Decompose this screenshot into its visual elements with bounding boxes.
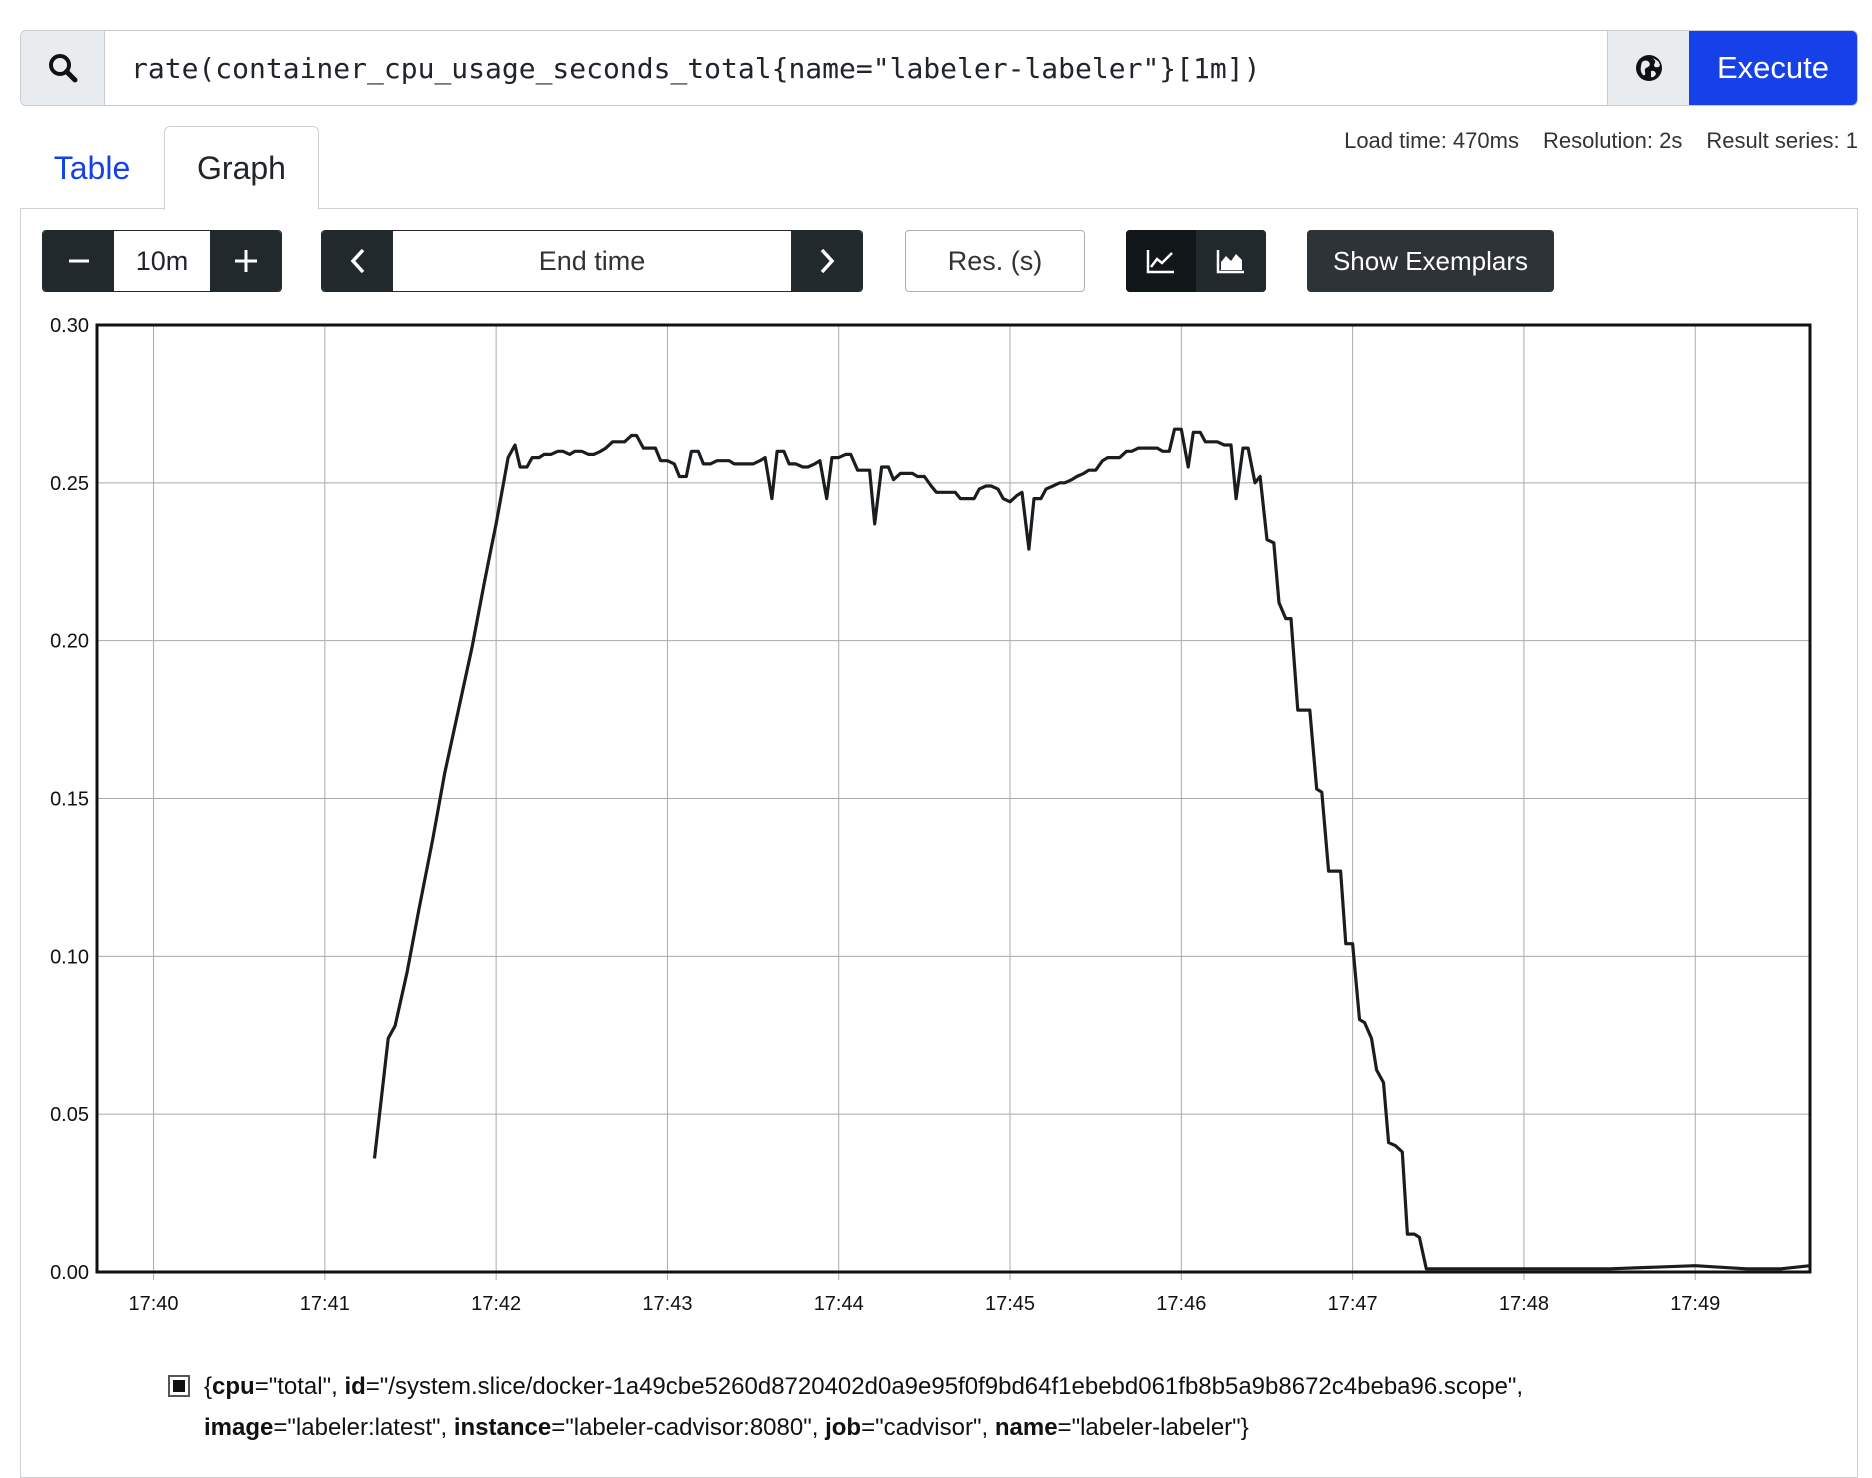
minus-icon xyxy=(68,259,89,263)
query-stats: Load time: 470ms Resolution: 2s Result s… xyxy=(1344,128,1858,154)
range-control: 10m xyxy=(42,230,282,292)
x-tick-label: 17:48 xyxy=(1499,1293,1549,1315)
y-tick-label: 0.05 xyxy=(50,1104,89,1126)
stacked-chart-button[interactable] xyxy=(1196,230,1266,292)
x-tick-label: 17:47 xyxy=(1328,1293,1378,1315)
series-line[interactable] xyxy=(372,427,1811,1271)
tab-graph[interactable]: Graph xyxy=(164,126,319,210)
end-time-control: End time xyxy=(321,230,863,292)
legend-value: ="labeler-cadvisor:8080", xyxy=(551,1414,826,1441)
legend-key: name xyxy=(994,1414,1058,1441)
y-tick-label: 0.25 xyxy=(50,473,89,495)
legend-value: ="total", xyxy=(254,1373,345,1400)
globe-icon[interactable] xyxy=(1607,31,1689,105)
legend-key: image xyxy=(204,1414,274,1441)
previous-time-button[interactable] xyxy=(322,231,393,291)
x-tick-label: 17:44 xyxy=(814,1293,864,1315)
expression-input[interactable] xyxy=(105,31,1607,105)
resolution-input[interactable]: Res. (s) xyxy=(905,230,1085,292)
y-tick-label: 0.00 xyxy=(50,1262,89,1284)
range-input[interactable]: 10m xyxy=(114,231,210,291)
legend-key: instance xyxy=(453,1414,552,1441)
y-tick-label: 0.15 xyxy=(50,789,89,811)
legend-key: cpu xyxy=(212,1373,255,1400)
tab-bar: Table Graph xyxy=(20,126,319,210)
result-series: Result series: 1 xyxy=(1706,128,1858,153)
chart-grid xyxy=(97,325,1810,1280)
plus-icon xyxy=(234,250,257,272)
x-tick-label: 17:46 xyxy=(1156,1293,1206,1315)
plot-frame xyxy=(95,323,1812,1274)
graph-chart: 0.000.050.100.150.200.250.30 17:40 17:41 1… xyxy=(50,315,1812,1315)
legend-value: ="/system.slice/docker-1a49cbe5260d87204… xyxy=(365,1373,1524,1400)
legend-value: ="labeler:latest", xyxy=(273,1414,454,1441)
x-axis: 17:40 17:41 17:42 17:43 17:44 17:45 17:46 17:47… xyxy=(128,1293,1720,1315)
legend-value: ="cadvisor", xyxy=(861,1414,995,1441)
search-icon xyxy=(21,31,105,105)
line-chart-icon xyxy=(1146,250,1174,274)
x-tick-label: 17:49 xyxy=(1670,1293,1720,1315)
y-tick-label: 0.20 xyxy=(50,631,89,653)
execute-button[interactable]: Execute xyxy=(1689,31,1857,105)
x-tick-label: 17:40 xyxy=(128,1293,178,1315)
x-tick-label: 17:45 xyxy=(985,1293,1035,1315)
query-bar: Execute xyxy=(20,30,1858,106)
x-tick-label: 17:43 xyxy=(642,1293,692,1315)
tab-table[interactable]: Table xyxy=(53,149,131,186)
show-exemplars-button[interactable]: Show Exemplars xyxy=(1307,230,1554,292)
x-tick-label: 17:41 xyxy=(300,1293,350,1315)
next-time-button[interactable] xyxy=(791,231,862,291)
chevron-left-icon xyxy=(350,248,364,274)
end-time-input[interactable]: End time xyxy=(393,231,791,291)
y-tick-label: 0.10 xyxy=(50,946,89,968)
x-tick-label: 17:42 xyxy=(471,1293,521,1315)
legend-brace: { xyxy=(204,1373,213,1400)
legend-key: id xyxy=(344,1373,366,1400)
y-axis: 0.00 0.05 0.10 0.15 0.20 0.25 0.30 xyxy=(50,315,89,1284)
legend-value: ="labeler-labeler"} xyxy=(1057,1414,1249,1441)
legend-swatch[interactable] xyxy=(168,1375,190,1397)
y-tick-label: 0.30 xyxy=(50,315,89,337)
increase-range-button[interactable] xyxy=(210,231,281,291)
line-chart-button[interactable] xyxy=(1126,230,1196,292)
chart-mode-toggle xyxy=(1126,230,1266,292)
resolution-stat: Resolution: 2s xyxy=(1542,128,1683,153)
chevron-right-icon xyxy=(820,248,834,274)
legend-series-label[interactable]: {cpu="total", id="/system.slice/docker-1… xyxy=(204,1366,1824,1448)
decrease-range-button[interactable] xyxy=(43,231,114,291)
legend-key: job xyxy=(825,1414,862,1441)
load-time: Load time: 470ms xyxy=(1344,128,1519,153)
area-chart-icon xyxy=(1216,250,1244,274)
